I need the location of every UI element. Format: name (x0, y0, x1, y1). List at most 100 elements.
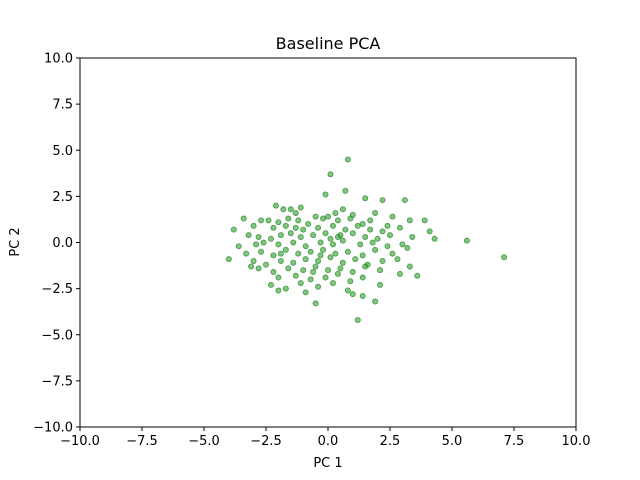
scatter-point (384, 222, 391, 229)
scatter-point (290, 239, 297, 246)
scatter-point (404, 245, 411, 252)
scatter-point (292, 209, 299, 216)
y-tick-label: −10.0 (33, 421, 73, 436)
scatter-point (277, 232, 284, 239)
scatter-point (396, 270, 403, 277)
scatter-point (324, 213, 331, 220)
y-axis-label: PC 2 (8, 227, 23, 256)
scatter-point (317, 239, 324, 246)
scatter-point (332, 209, 339, 216)
scatter-point (270, 224, 277, 231)
scatter-point (272, 202, 279, 209)
scatter-point (337, 265, 344, 272)
scatter-point (320, 246, 327, 253)
scatter-point (312, 300, 319, 307)
scatter-point (295, 250, 302, 257)
scatter-point (310, 269, 317, 276)
x-tick-label: −7.5 (126, 434, 158, 449)
scatter-point (406, 263, 413, 270)
scatter-point (315, 224, 322, 231)
x-tick-label: 5.0 (442, 434, 463, 449)
scatter-point (329, 241, 336, 248)
scatter-point (258, 217, 265, 224)
scatter-point (389, 213, 396, 220)
scatter-point (342, 187, 349, 194)
scatter-point (501, 254, 508, 261)
y-tick-label: 7.5 (52, 98, 73, 113)
scatter-point (431, 235, 438, 242)
scatter-point (243, 250, 250, 257)
scatter-point (334, 233, 341, 240)
scatter-point (305, 221, 312, 228)
scatter-point (285, 265, 292, 272)
scatter-point (322, 230, 329, 237)
scatter-point (300, 226, 307, 233)
x-tick-label: −5.0 (188, 434, 220, 449)
scatter-point (359, 293, 366, 300)
x-tick-label: 10.0 (562, 434, 591, 449)
scatter-point (235, 243, 242, 250)
scatter-point (399, 241, 406, 248)
scatter-point (379, 257, 386, 264)
scatter-point (377, 267, 384, 274)
scatter-point (344, 156, 351, 163)
scatter-point (322, 274, 329, 281)
scatter-point (315, 283, 322, 290)
scatter-point (280, 206, 287, 213)
y-tick-label: −5.0 (41, 328, 73, 343)
y-axis: −10.0 −7.5 −5.0 −2.5 0.0 2.5 5.0 7.5 10.0 (33, 52, 80, 436)
scatter-point (287, 206, 294, 213)
scatter-point (253, 241, 260, 248)
scatter-point (386, 232, 393, 239)
scatter-point (312, 263, 319, 270)
scatter-point (312, 213, 319, 220)
scatter-point (359, 221, 366, 228)
scatter-point (389, 250, 396, 257)
scatter-point (250, 222, 257, 229)
scatter-point (352, 256, 359, 263)
scatter-point (287, 230, 294, 237)
scatter-point (292, 272, 299, 279)
scatter-point (282, 246, 289, 253)
scatter-point (285, 215, 292, 222)
scatter-point (414, 272, 421, 279)
plot-area (79, 57, 577, 428)
scatter-points (225, 156, 508, 323)
scatter-point (320, 215, 327, 222)
y-tick-label: 2.5 (52, 190, 73, 205)
scatter-point (327, 254, 334, 261)
scatter-point (282, 222, 289, 229)
y-tick-label: 5.0 (52, 144, 73, 159)
scatter-point (342, 226, 349, 233)
scatter-point (426, 228, 433, 235)
scatter-point (372, 246, 379, 253)
scatter-point (310, 232, 317, 239)
scatter-point (275, 241, 282, 248)
scatter-point (347, 215, 354, 222)
scatter-point (300, 267, 307, 274)
scatter-point (267, 235, 274, 242)
scatter-point (406, 217, 413, 224)
scatter-point (357, 241, 364, 248)
scatter-point (344, 248, 351, 255)
scatter-point (322, 191, 329, 198)
scatter-point (463, 237, 470, 244)
scatter-point (349, 269, 356, 276)
scatter-point (401, 197, 408, 204)
scatter-point (377, 281, 384, 288)
scatter-point (327, 235, 334, 242)
scatter-point (258, 248, 265, 255)
scatter-point (367, 217, 374, 224)
scatter-point (379, 228, 386, 235)
scatter-point (354, 316, 361, 323)
scatter-point (359, 252, 366, 259)
scatter-point (349, 230, 356, 237)
scatter-point (260, 239, 267, 246)
scatter-point (240, 215, 247, 222)
scatter-point (270, 269, 277, 276)
scatter-point (297, 204, 304, 211)
scatter-point (275, 219, 282, 226)
scatter-point (367, 226, 374, 233)
scatter-point (248, 263, 255, 270)
scatter-point (329, 222, 336, 229)
